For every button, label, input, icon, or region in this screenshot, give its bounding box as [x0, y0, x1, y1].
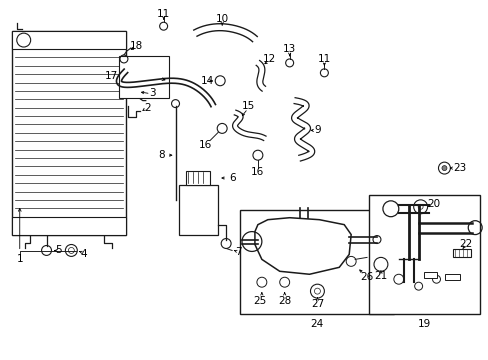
Bar [452, 249, 470, 257]
Text: 3: 3 [149, 88, 156, 98]
Bar [12, 31, 126, 49]
Text: 27: 27 [310, 299, 324, 309]
Text: 25: 25 [253, 296, 266, 306]
Text: 13: 13 [283, 44, 296, 54]
Text: 11: 11 [317, 54, 330, 64]
Circle shape [441, 166, 446, 171]
Text: 20: 20 [426, 199, 439, 209]
Text: 16: 16 [251, 167, 264, 177]
Text: 26: 26 [360, 272, 373, 282]
Text: 1: 1 [17, 255, 23, 264]
Text: 4: 4 [81, 249, 87, 260]
Bar [12, 31, 126, 235]
Text: 9: 9 [313, 125, 320, 135]
Bar [423, 272, 437, 278]
Bar [445, 274, 459, 280]
Text: 8: 8 [158, 150, 164, 160]
Text: 19: 19 [417, 319, 430, 329]
Text: 17: 17 [104, 71, 118, 81]
Text: 2: 2 [144, 103, 151, 113]
Text: 21: 21 [373, 271, 387, 281]
Bar [119, 56, 168, 98]
Text: 6: 6 [228, 173, 235, 183]
Bar [240, 210, 393, 314]
Text: 15: 15 [241, 100, 254, 111]
Bar [12, 217, 126, 235]
Bar [186, 171, 210, 185]
Text: 18: 18 [130, 41, 143, 51]
Text: 14: 14 [200, 76, 213, 86]
Bar [368, 195, 479, 314]
Text: 23: 23 [452, 163, 466, 173]
Text: 22: 22 [459, 239, 472, 249]
Text: 24: 24 [309, 319, 323, 329]
Text: 16: 16 [198, 140, 211, 150]
Text: 11: 11 [157, 9, 170, 19]
Text: 5: 5 [55, 246, 61, 256]
Text: 12: 12 [263, 54, 276, 64]
Bar [178, 185, 218, 235]
Text: 28: 28 [278, 296, 291, 306]
Text: 7: 7 [234, 247, 241, 257]
Text: 10: 10 [215, 14, 228, 24]
